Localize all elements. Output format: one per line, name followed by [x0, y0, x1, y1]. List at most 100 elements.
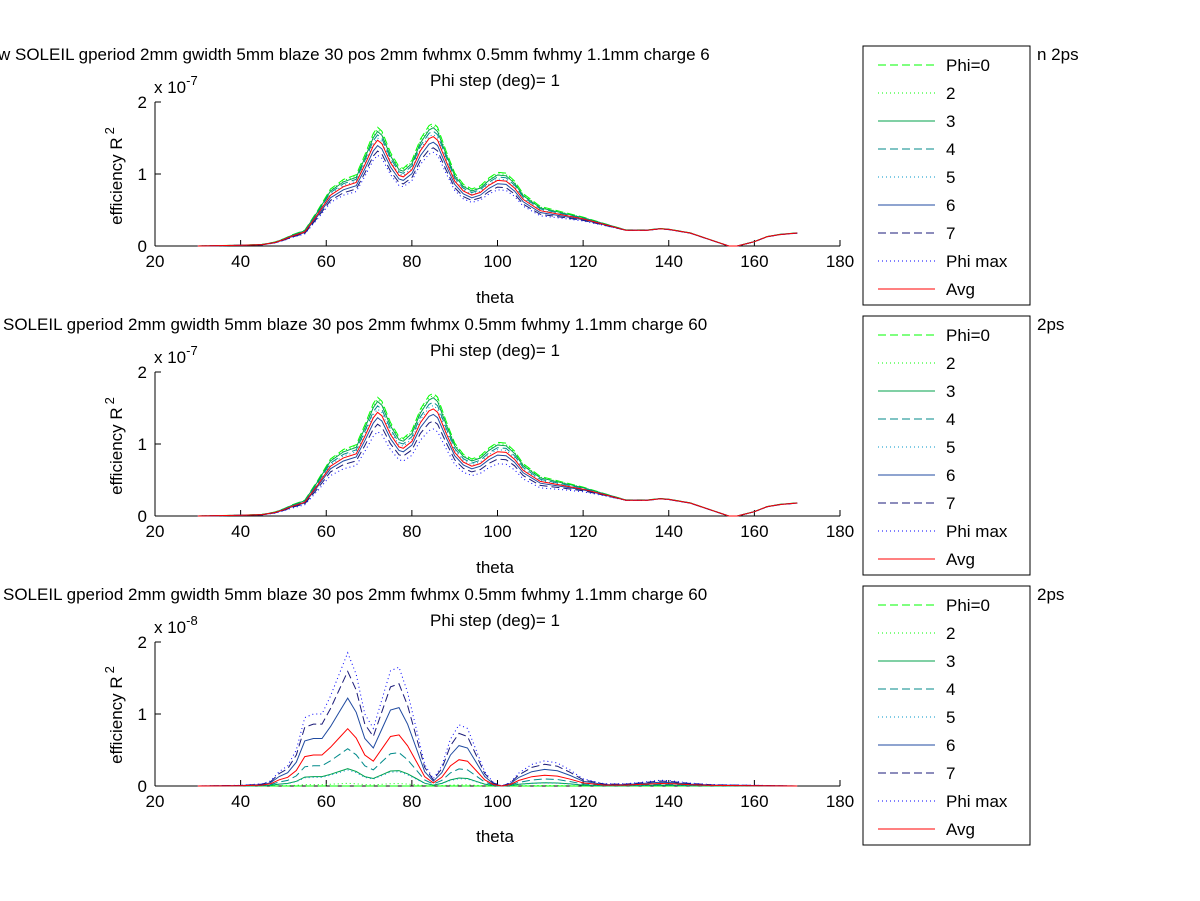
series-line-avg: [197, 727, 798, 787]
legend-label: 3: [946, 382, 955, 401]
x-tick-label: 160: [740, 252, 768, 271]
legend: Phi=0 2 3 4 5 6 7 Phi max Avg: [862, 315, 1031, 576]
x-tick-label: 40: [231, 252, 250, 271]
x-tick-label: 120: [569, 252, 597, 271]
x-tick-label: 20: [146, 792, 165, 811]
x-tick-label: 120: [569, 792, 597, 811]
legend-label: Avg: [946, 280, 975, 299]
y-tick-label: 0: [138, 507, 147, 526]
y-tick-label: 0: [138, 777, 147, 796]
series-line-7: [197, 670, 798, 787]
series-group: [197, 122, 798, 247]
x-axis-label: theta: [476, 558, 514, 577]
legend-label: 4: [946, 680, 955, 699]
axes: 20 40 60 80 100 120 140 160 180 0 1 2: [138, 363, 855, 541]
series-line-avg: [197, 136, 798, 247]
chart-subtitle: Phi step (deg)= 1: [430, 71, 560, 90]
legend-label: 5: [946, 438, 955, 457]
y-exponent: x 10-7: [154, 343, 198, 367]
x-tick-label: 80: [402, 792, 421, 811]
legend-label: Avg: [946, 820, 975, 839]
series-line-5: [197, 769, 798, 787]
y-tick-label: 1: [138, 435, 147, 454]
y-tick-label: 2: [138, 363, 147, 382]
x-tick-label: 40: [231, 792, 250, 811]
x-tick-label: 160: [740, 522, 768, 541]
legend-label: 4: [946, 140, 955, 159]
x-tick-label: 60: [317, 252, 336, 271]
x-tick-label: 20: [146, 252, 165, 271]
series-group: [197, 392, 798, 517]
legend-label: 6: [946, 466, 955, 485]
x-tick-label: 100: [483, 792, 511, 811]
legend-label: 6: [946, 196, 955, 215]
series-line-avg: [197, 408, 798, 517]
legend-label: 7: [946, 224, 955, 243]
chart-title-tail: n 2ps: [1037, 45, 1079, 64]
legend-label: Avg: [946, 550, 975, 569]
series-line-phi-0: [197, 122, 798, 247]
legend-box: [862, 585, 1031, 846]
chart-title: SOLEIL gperiod 2mm gwidth 5mm blaze 30 p…: [3, 585, 707, 604]
legend-label: Phi max: [946, 522, 1008, 541]
legend-label: 7: [946, 494, 955, 513]
x-tick-label: 60: [317, 522, 336, 541]
y-exponent: x 10-8: [154, 613, 198, 637]
x-axis-label: theta: [476, 827, 514, 846]
chart-title: w SOLEIL gperiod 2mm gwidth 5mm blaze 30…: [0, 45, 710, 64]
x-tick-label: 160: [740, 792, 768, 811]
y-tick-label: 2: [138, 633, 147, 652]
y-axis-label: efficiency R2: [102, 666, 126, 764]
chart-title-tail: 2ps: [1037, 315, 1064, 334]
chart-subtitle: Phi step (deg)= 1: [430, 611, 560, 630]
legend-label: Phi=0: [946, 596, 990, 615]
chart-title-tail: 2ps: [1037, 585, 1064, 604]
x-tick-label: 60: [317, 792, 336, 811]
x-tick-label: 80: [402, 522, 421, 541]
x-tick-label: 140: [655, 252, 683, 271]
x-tick-label: 80: [402, 252, 421, 271]
x-tick-label: 40: [231, 522, 250, 541]
x-tick-label: 180: [826, 792, 854, 811]
x-axis-label: theta: [476, 288, 514, 307]
x-tick-label: 180: [826, 522, 854, 541]
legend: Phi=0 2 3 4 5 6 7 Phi max Avg: [862, 585, 1031, 846]
legend-label: Phi=0: [946, 56, 990, 75]
y-axis-label: efficiency R2: [102, 127, 126, 225]
chart-panel-3: SOLEIL gperiod 2mm gwidth 5mm blaze 30 p…: [3, 585, 1064, 846]
chart-panel-2: SOLEIL gperiod 2mm gwidth 5mm blaze 30 p…: [3, 315, 1064, 577]
y-tick-label: 2: [138, 93, 147, 112]
series-line-phi-0: [197, 392, 798, 517]
x-tick-label: 100: [483, 522, 511, 541]
x-tick-label: 180: [826, 252, 854, 271]
axes: 20 40 60 80 100 120 140 160 180 0 1 2: [138, 93, 855, 271]
legend-label: 6: [946, 736, 955, 755]
chart-subtitle: Phi step (deg)= 1: [430, 341, 560, 360]
legend-label: 7: [946, 764, 955, 783]
series-line-7: [197, 420, 798, 517]
y-tick-label: 0: [138, 237, 147, 256]
legend-box: [862, 315, 1031, 576]
chart-title: SOLEIL gperiod 2mm gwidth 5mm blaze 30 p…: [3, 315, 707, 334]
y-exponent: x 10-7: [154, 73, 198, 97]
legend-label: Phi=0: [946, 326, 990, 345]
legend: Phi=0 2 3 4 5 6 7 Phi max Avg: [862, 45, 1031, 306]
series-group: [197, 651, 798, 787]
y-tick-label: 1: [138, 165, 147, 184]
x-tick-label: 20: [146, 522, 165, 541]
legend-label: Phi max: [946, 252, 1008, 271]
y-tick-label: 1: [138, 705, 147, 724]
legend-box: [862, 45, 1031, 306]
legend-label: Phi max: [946, 792, 1008, 811]
legend-label: 3: [946, 112, 955, 131]
series-line-2: [197, 782, 798, 787]
legend-label: 2: [946, 624, 955, 643]
legend-label: 5: [946, 708, 955, 727]
legend-label: 5: [946, 168, 955, 187]
legend-label: 2: [946, 84, 955, 103]
legend-label: 2: [946, 354, 955, 373]
x-tick-label: 100: [483, 252, 511, 271]
x-tick-label: 140: [655, 522, 683, 541]
legend-label: 4: [946, 410, 955, 429]
